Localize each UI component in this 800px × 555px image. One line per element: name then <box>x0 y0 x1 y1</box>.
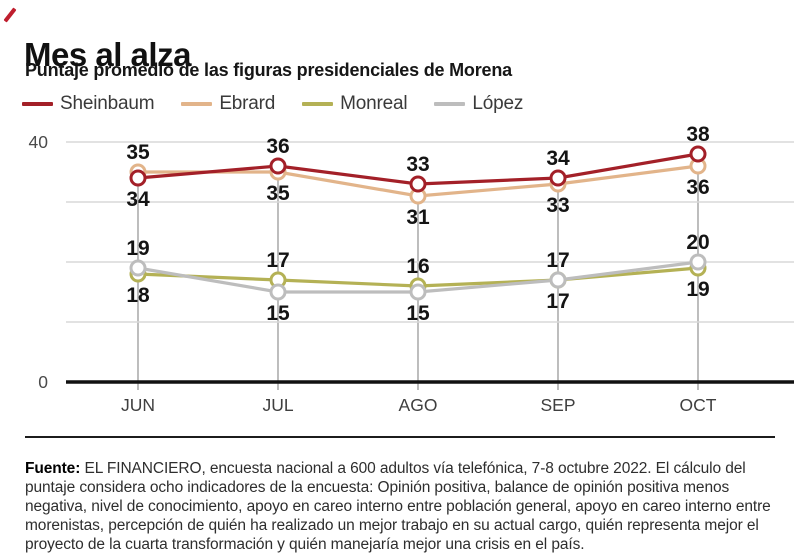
data-point-label: 33 <box>546 194 569 217</box>
data-point-label: 15 <box>406 302 430 325</box>
data-point-marker <box>409 175 427 193</box>
source-note: Fuente: EL FINANCIERO, encuesta nacional… <box>25 459 781 555</box>
x-axis-tick-label: AGO <box>399 395 438 415</box>
sheinbaum-line-swatch-icon <box>22 102 53 106</box>
data-point-label: 17 <box>266 249 289 272</box>
ebrard-line-swatch-icon <box>181 102 213 106</box>
legend-item-ebrard: Ebrard <box>181 93 275 115</box>
source-text: EL FINANCIERO, encuesta nacional a 600 a… <box>25 459 771 554</box>
page-title: Mes al alza <box>24 36 191 74</box>
lopez-line-swatch-icon <box>434 102 466 106</box>
data-point-label: 35 <box>126 141 150 164</box>
data-point-marker <box>409 283 427 301</box>
data-point-label: 38 <box>686 123 710 146</box>
chart-subtitle: Puntaje promedio de las figuras presiden… <box>25 60 512 80</box>
data-point-label: 36 <box>266 135 289 158</box>
data-point-label: 16 <box>406 255 429 278</box>
data-point-marker <box>549 169 567 187</box>
x-axis-tick-label: JUN <box>121 395 155 415</box>
footer-divider <box>25 436 775 438</box>
monreal-line-swatch-icon <box>302 102 334 106</box>
data-point-marker <box>269 157 287 175</box>
x-axis-tick-label: OCT <box>680 395 717 415</box>
data-point-label: 36 <box>686 176 709 199</box>
legend-item-sheinbaum: Sheinbaum <box>22 93 155 115</box>
data-point-marker <box>689 253 707 271</box>
legend-label: Sheinbaum <box>60 93 155 114</box>
x-axis-tick-label: SEP <box>540 395 575 415</box>
legend-label: Ebrard <box>219 93 276 114</box>
y-axis-tick-label: 0 <box>38 372 48 392</box>
chart-legend: Sheinbaum Ebrard Monreal López <box>22 93 550 115</box>
data-point-label: 20 <box>686 231 709 254</box>
data-point-label: 35 <box>266 182 290 205</box>
legend-item-lopez: López <box>434 93 523 115</box>
data-point-label: 34 <box>126 188 150 211</box>
data-point-marker <box>689 145 707 163</box>
source-label: Fuente: <box>25 459 81 477</box>
data-point-marker <box>549 271 567 289</box>
data-point-marker <box>129 259 147 277</box>
legend-item-monreal: Monreal <box>302 93 408 115</box>
data-point-label: 17 <box>546 249 569 272</box>
data-point-label: 19 <box>686 278 709 301</box>
data-point-marker <box>129 169 147 187</box>
line-chart: 40 0 35 34 36 35 33 31 34 33 38 36 19 18 17 15 16 15 17 17 2… <box>29 123 794 415</box>
y-axis-tick-label: 40 <box>29 132 49 152</box>
legend-label: López <box>472 93 524 114</box>
data-point-label: 15 <box>266 302 290 325</box>
data-point-label: 17 <box>546 290 569 313</box>
data-point-label: 19 <box>126 237 149 260</box>
data-point-label: 33 <box>406 153 429 176</box>
data-point-label: 31 <box>406 206 430 229</box>
data-point-label: 18 <box>126 284 150 307</box>
data-point-label: 34 <box>546 147 570 170</box>
x-axis-tick-label: JUL <box>262 395 293 415</box>
data-point-marker <box>269 283 287 301</box>
legend-label: Monreal <box>340 93 408 114</box>
